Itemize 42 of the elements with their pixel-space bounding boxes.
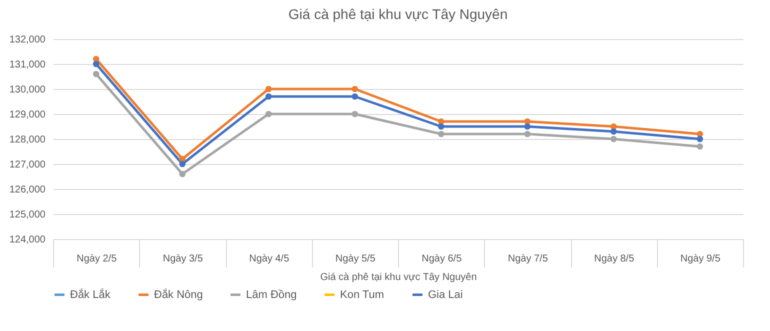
x-tick-label: Ngày 9/5 (680, 254, 721, 264)
point (524, 123, 531, 130)
y-tick-label: 126,000 (9, 184, 46, 196)
point (352, 110, 358, 118)
point (610, 136, 617, 142)
point (696, 143, 704, 150)
point (92, 60, 100, 68)
point (92, 70, 100, 78)
point (179, 160, 186, 168)
point (524, 130, 531, 138)
y-tick-label: 128,000 (9, 134, 46, 146)
x-tick-label: Ngày 8/5 (594, 254, 635, 264)
legend-label: Kon Tum (340, 288, 384, 301)
y-tick-label: 132,000 (9, 34, 46, 46)
y-tick-label: 129,000 (9, 110, 46, 120)
y-tick-label: 125,000 (9, 210, 46, 220)
legend-label: Đắk Lắk (70, 288, 111, 301)
x-tick-label: Ngày 5/5 (335, 254, 376, 264)
y-tick-label: 130,000 (9, 84, 46, 96)
point (265, 110, 272, 118)
point (438, 123, 444, 130)
point (265, 86, 272, 92)
legend-label: Gia Lai (428, 288, 463, 301)
point (265, 93, 272, 100)
x-tick-label: Ngày 6/5 (422, 254, 462, 264)
y-tick-label: 124,000 (9, 234, 46, 246)
point (352, 86, 358, 92)
point (610, 128, 617, 135)
x-axis-title: Giá cà phê tại khu vực Tây Nguyên (320, 272, 477, 283)
x-tick-label: Ngày 3/5 (162, 254, 204, 264)
y-tick-label: 131,000 (9, 60, 46, 70)
y-tick-label: 127,000 (9, 160, 46, 170)
point (179, 170, 186, 178)
x-tick-label: Ngày 2/5 (76, 254, 118, 264)
x-tick-label: Ngày 7/5 (508, 254, 548, 264)
chart-title: Giá cà phê tại khu vực Tây Nguyên (288, 6, 508, 22)
x-tick-label: Ngày 4/5 (249, 254, 290, 264)
legend-label: Đắk Nông (154, 288, 203, 301)
point (438, 130, 444, 138)
legend-label: Lâm Đồng (246, 288, 297, 301)
point (696, 136, 704, 142)
point (352, 93, 358, 100)
